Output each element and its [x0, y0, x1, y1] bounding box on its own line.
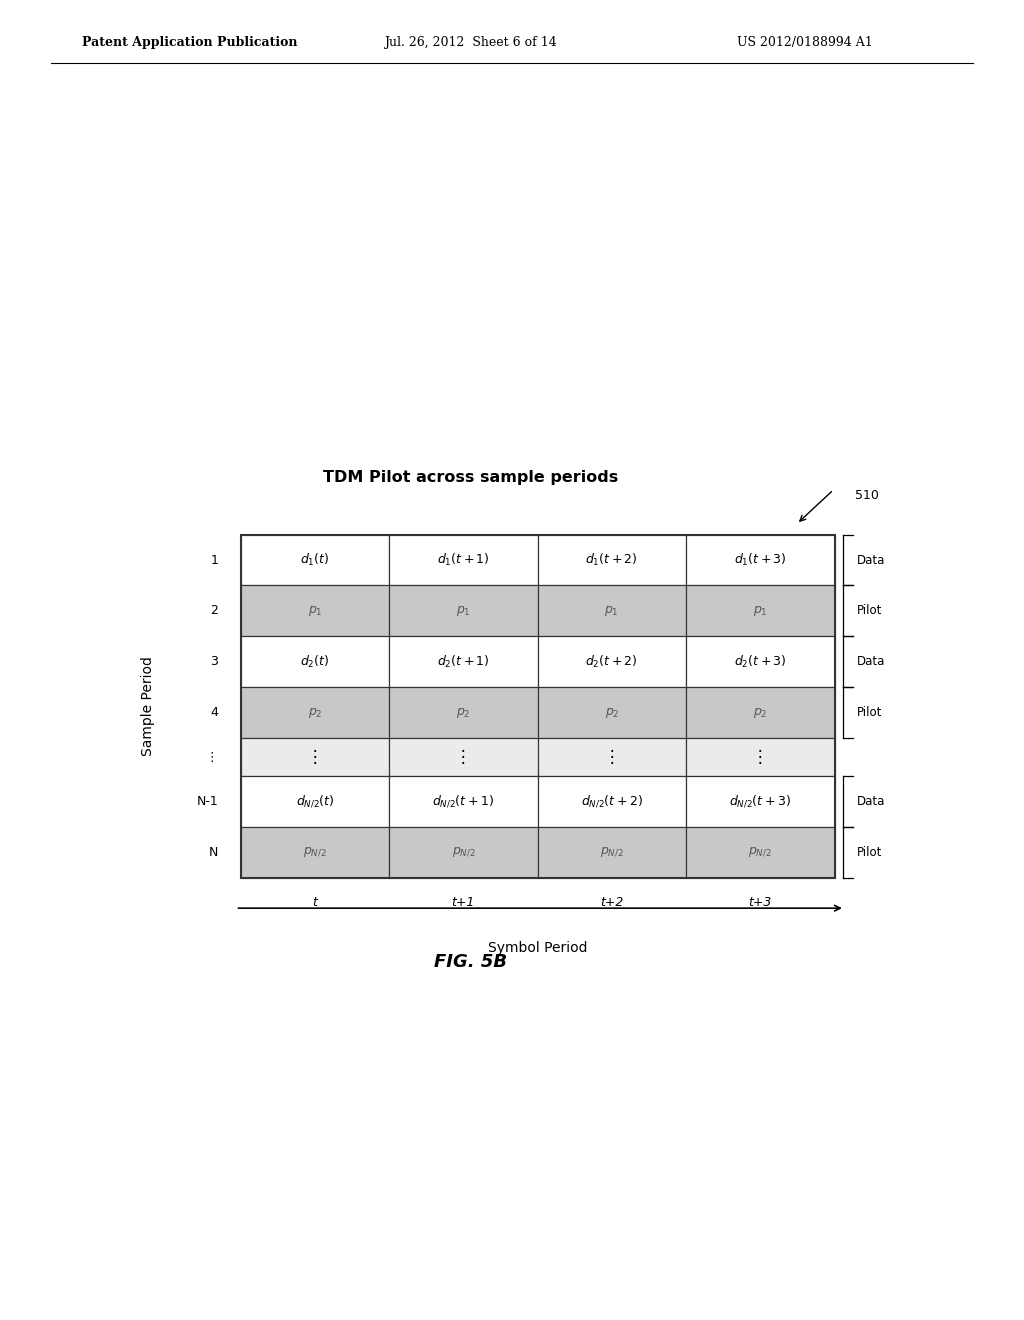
Text: Data: Data	[857, 795, 886, 808]
Text: $d_2(t+1)$: $d_2(t+1)$	[437, 653, 489, 669]
Text: ⋮: ⋮	[752, 748, 769, 766]
Text: $d_1(t+3)$: $d_1(t+3)$	[734, 552, 786, 568]
Text: $p_{N/2}$: $p_{N/2}$	[749, 846, 772, 859]
Text: $p_2$: $p_2$	[456, 706, 471, 719]
Text: $d_{N/2}(t)$: $d_{N/2}(t)$	[296, 793, 334, 809]
Text: FIG. 5B: FIG. 5B	[434, 953, 508, 972]
Text: 2: 2	[210, 605, 218, 618]
Text: TDM Pilot across sample periods: TDM Pilot across sample periods	[324, 470, 618, 484]
Text: $d_2(t)$: $d_2(t)$	[300, 653, 330, 669]
Text: $p_1$: $p_1$	[753, 603, 768, 618]
Text: Jul. 26, 2012  Sheet 6 of 14: Jul. 26, 2012 Sheet 6 of 14	[384, 36, 557, 49]
Text: Symbol Period: Symbol Period	[487, 941, 588, 956]
Text: t+3: t+3	[749, 896, 772, 909]
Text: t+1: t+1	[452, 896, 475, 909]
Text: $d_2(t+3)$: $d_2(t+3)$	[734, 653, 786, 669]
Text: N: N	[209, 846, 218, 859]
Text: N-1: N-1	[197, 795, 218, 808]
Text: $p_1$: $p_1$	[456, 603, 471, 618]
Text: $p_{N/2}$: $p_{N/2}$	[452, 846, 475, 859]
Text: ⋮: ⋮	[455, 748, 472, 766]
Text: $d_{N/2}(t+2)$: $d_{N/2}(t+2)$	[581, 793, 643, 809]
Text: ⋮: ⋮	[306, 748, 324, 766]
Text: $d_1(t+2)$: $d_1(t+2)$	[586, 552, 638, 568]
Text: ⋮: ⋮	[206, 751, 218, 763]
Text: 510: 510	[855, 488, 879, 502]
Text: $p_2$: $p_2$	[604, 706, 620, 719]
Text: Data: Data	[857, 553, 886, 566]
Text: t+2: t+2	[600, 896, 624, 909]
Text: Sample Period: Sample Period	[141, 656, 156, 756]
Text: $p_1$: $p_1$	[604, 603, 620, 618]
Text: Patent Application Publication: Patent Application Publication	[82, 36, 297, 49]
Text: $d_1(t+1)$: $d_1(t+1)$	[437, 552, 489, 568]
Text: Pilot: Pilot	[857, 846, 883, 859]
Text: 4: 4	[210, 706, 218, 719]
Text: 3: 3	[210, 655, 218, 668]
Text: $p_{N/2}$: $p_{N/2}$	[303, 846, 327, 859]
Text: $p_2$: $p_2$	[307, 706, 323, 719]
Text: $p_1$: $p_1$	[307, 603, 323, 618]
Text: US 2012/0188994 A1: US 2012/0188994 A1	[737, 36, 873, 49]
Text: $d_1(t)$: $d_1(t)$	[300, 552, 330, 568]
Text: Pilot: Pilot	[857, 706, 883, 719]
Text: $d_2(t+2)$: $d_2(t+2)$	[586, 653, 638, 669]
Text: $p_{N/2}$: $p_{N/2}$	[600, 846, 624, 859]
Text: 1: 1	[210, 553, 218, 566]
Text: $d_{N/2}(t+3)$: $d_{N/2}(t+3)$	[729, 793, 792, 809]
Text: $p_2$: $p_2$	[753, 706, 768, 719]
Text: ⋮: ⋮	[603, 748, 621, 766]
Text: Pilot: Pilot	[857, 605, 883, 618]
Text: Data: Data	[857, 655, 886, 668]
Text: t: t	[312, 896, 317, 909]
Text: $d_{N/2}(t+1)$: $d_{N/2}(t+1)$	[432, 793, 495, 809]
